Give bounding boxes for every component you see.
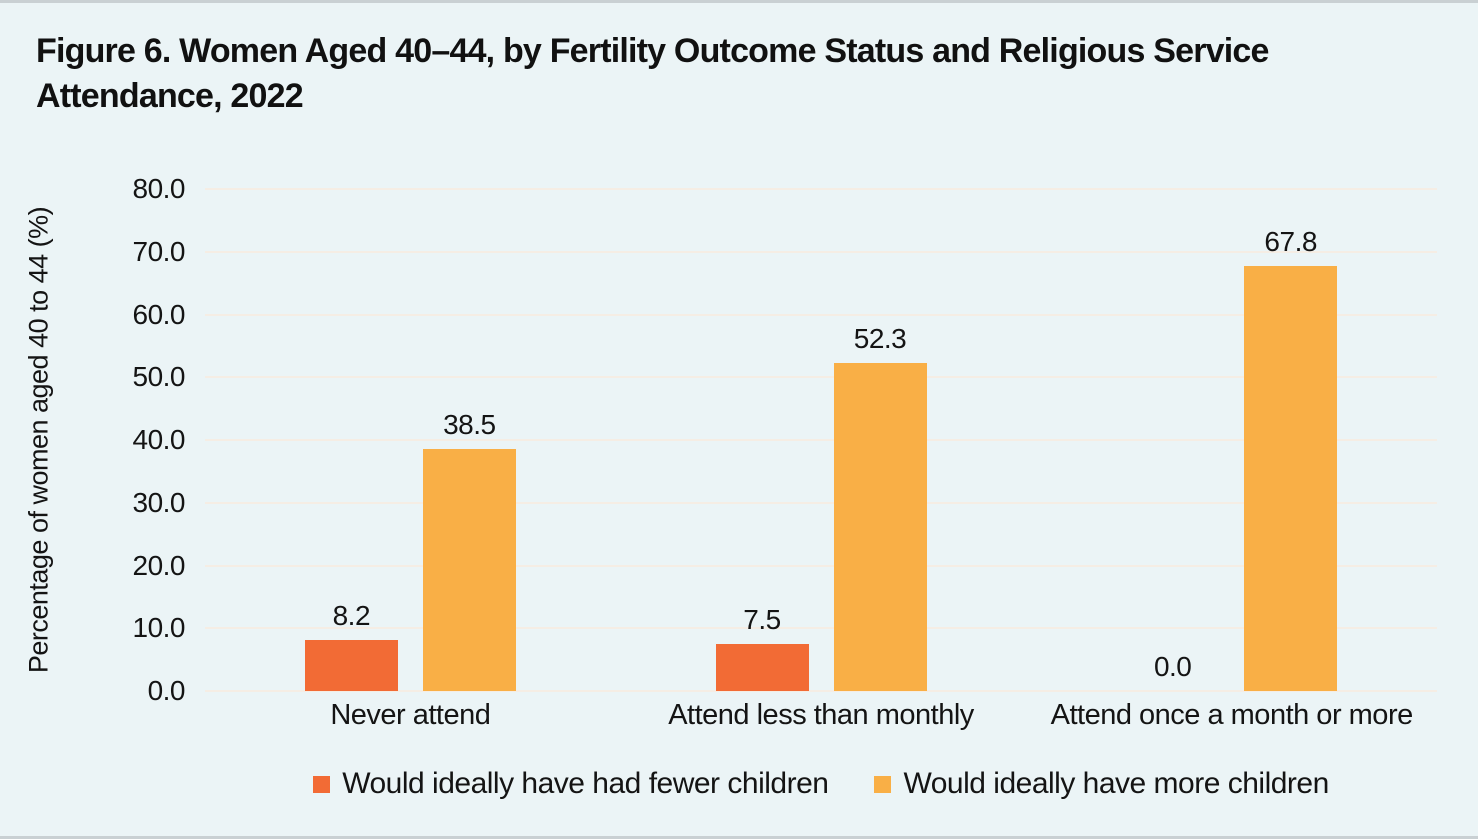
bar-value-label: 38.5 bbox=[443, 409, 496, 441]
bar-group: 7.5 52.3 bbox=[616, 189, 1027, 691]
y-tick-labels: 0.0 10.0 20.0 30.0 40.0 50.0 60.0 70.0 80.0 bbox=[85, 173, 186, 706]
y-tick-label: 0.0 bbox=[147, 675, 186, 706]
x-axis-labels: Never attend Attend less than monthly Atte… bbox=[205, 699, 1437, 732]
bar-value-label: 52.3 bbox=[853, 322, 907, 354]
bar: 38.5 bbox=[422, 409, 516, 691]
figure-title-line1: Figure 6. Women Aged 40–44, by Fertility… bbox=[36, 32, 1269, 70]
gridline bbox=[205, 376, 1437, 379]
bar-groups: 8.2 38.5 7.5 52.3 0.0 67.8 bbox=[205, 189, 1437, 691]
bar-group: 0.0 67.8 bbox=[1026, 189, 1437, 691]
y-tick-label: 40.0 bbox=[132, 424, 186, 455]
y-axis-title-text: Percentage of women aged 40 to 44 (%) bbox=[23, 206, 54, 674]
bar: 8.2 bbox=[304, 600, 398, 691]
bar-value-label: 8.2 bbox=[332, 599, 371, 631]
bar-value-label: 7.5 bbox=[743, 603, 781, 635]
gridline bbox=[205, 250, 1437, 253]
y-tick-label: 20.0 bbox=[132, 549, 186, 581]
y-tick-label: 50.0 bbox=[132, 361, 186, 393]
legend-swatch bbox=[313, 775, 331, 793]
bar: 7.5 bbox=[715, 604, 809, 691]
legend-item: Would ideally have more children bbox=[874, 767, 1329, 801]
bar-group: 8.2 38.5 bbox=[205, 189, 616, 691]
bar: 52.3 bbox=[833, 323, 927, 691]
y-tick-label: 60.0 bbox=[132, 298, 186, 330]
figure-title-line2: Attendance, 2022 bbox=[36, 76, 304, 115]
gridline bbox=[205, 690, 1437, 692]
x-axis-category-label: Attend less than monthly bbox=[668, 699, 974, 731]
y-tick-label: 80.0 bbox=[132, 173, 186, 204]
legend-label: Would ideally have had fewer children bbox=[342, 767, 829, 800]
plot-area: 8.2 38.5 7.5 52.3 0.0 67.8 bbox=[205, 188, 1437, 692]
gridline bbox=[205, 439, 1437, 441]
y-tick-label: 10.0 bbox=[132, 612, 186, 644]
y-tick-label: 70.0 bbox=[132, 235, 186, 267]
gridline bbox=[205, 188, 1437, 190]
x-axis-category-label: Attend once a month or more bbox=[1050, 699, 1414, 731]
y-axis-title: Percentage of women aged 40 to 44 (%) bbox=[10, 189, 68, 691]
gridline bbox=[205, 501, 1437, 504]
gridline bbox=[205, 313, 1437, 316]
legend-swatch bbox=[874, 775, 892, 793]
gridline bbox=[205, 564, 1437, 567]
gridline bbox=[205, 627, 1437, 630]
bar-value-label: 0.0 bbox=[1153, 651, 1192, 682]
bar-value-label: 67.8 bbox=[1264, 225, 1317, 257]
x-axis-category-label: Never attend bbox=[330, 699, 491, 731]
legend-item: Would ideally have had fewer children bbox=[313, 767, 829, 801]
legend-label: Would ideally have more children bbox=[903, 767, 1329, 800]
y-tick-label: 30.0 bbox=[132, 486, 186, 518]
bar: 67.8 bbox=[1244, 226, 1338, 691]
figure-title: Figure 6. Women Aged 40–44, by Fertility… bbox=[36, 29, 1436, 119]
legend: Would ideally have had fewer children Wou… bbox=[205, 767, 1437, 801]
